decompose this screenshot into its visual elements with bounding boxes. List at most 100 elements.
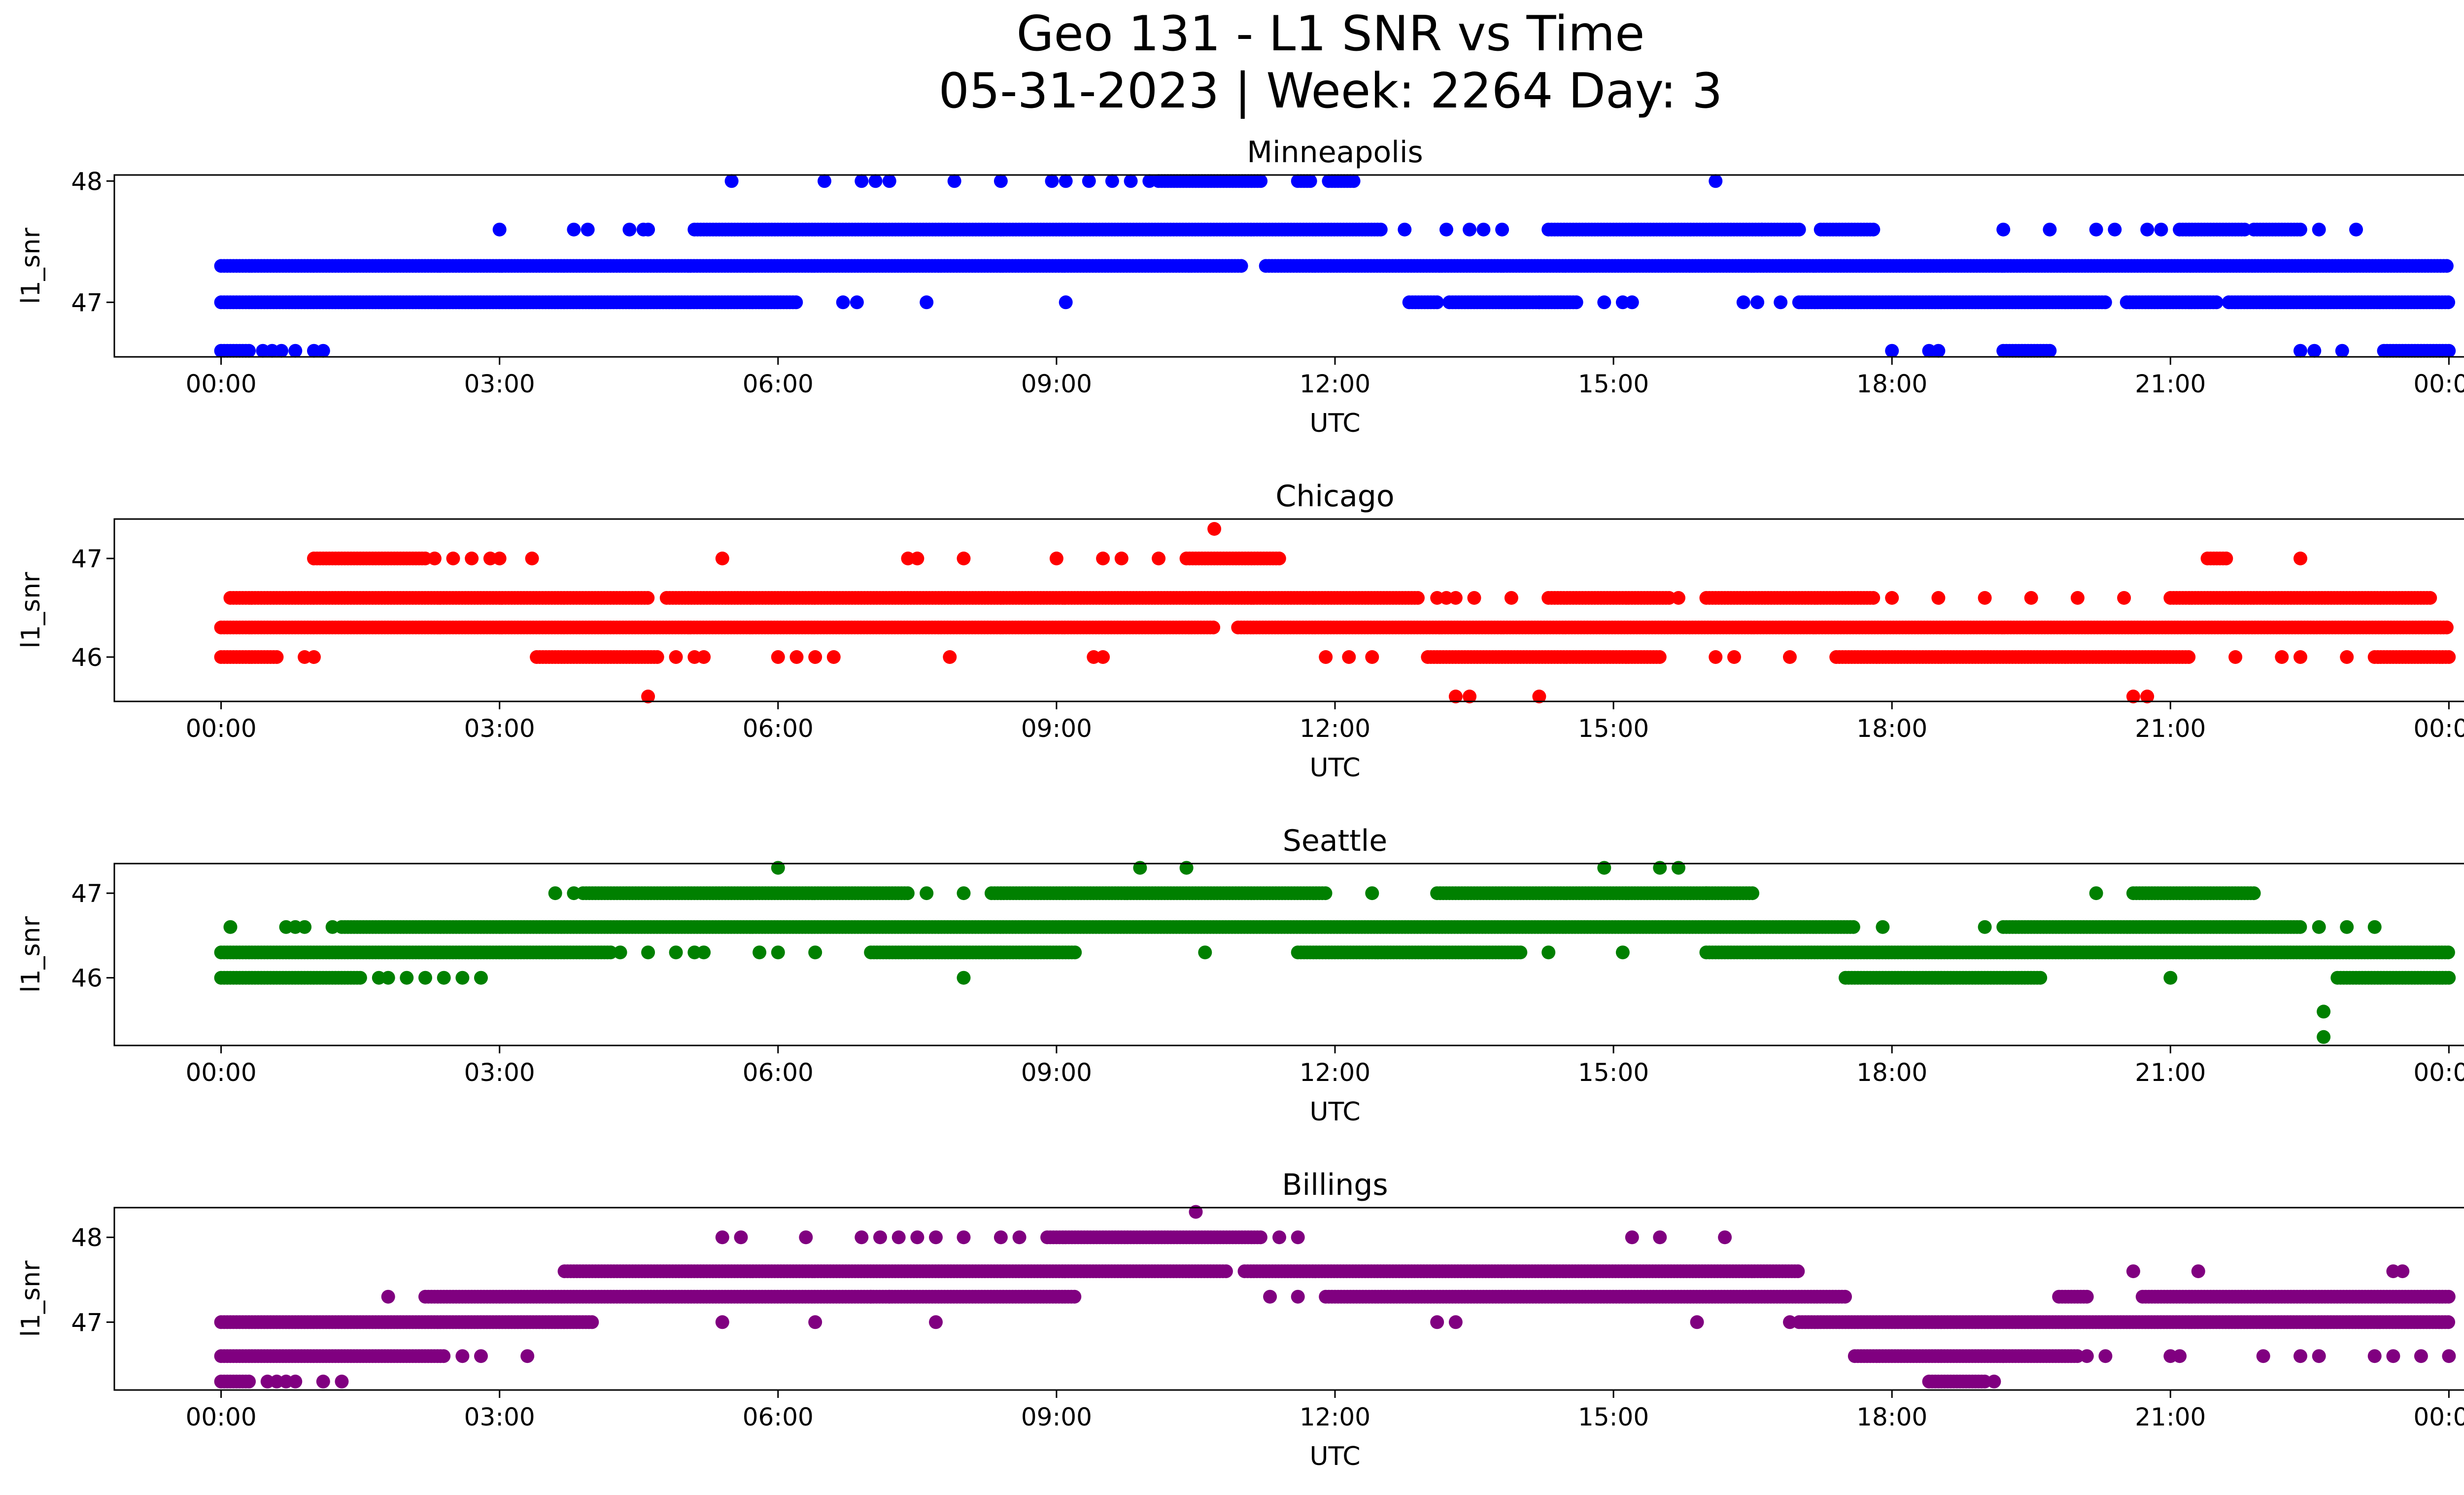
data-point xyxy=(1736,295,1750,310)
data-point xyxy=(1152,552,1166,565)
data-point xyxy=(669,650,683,664)
data-point xyxy=(1207,522,1222,536)
data-point xyxy=(1750,295,1765,310)
scatter-points xyxy=(214,861,2456,1044)
data-point xyxy=(1625,295,1639,310)
data-point xyxy=(1792,222,1806,237)
data-point xyxy=(2275,650,2289,664)
data-point xyxy=(920,295,934,310)
data-point xyxy=(1463,690,1477,703)
data-point xyxy=(641,222,655,237)
x-tick-label: 00:00 xyxy=(186,714,257,743)
data-point xyxy=(943,650,957,664)
data-point xyxy=(1709,650,1723,664)
data-point xyxy=(274,344,289,358)
data-point xyxy=(1365,650,1379,664)
data-point xyxy=(2293,344,2307,358)
data-point xyxy=(2439,621,2454,634)
data-point xyxy=(2441,295,2456,310)
data-point xyxy=(2228,650,2243,664)
data-point xyxy=(242,344,256,358)
data-point xyxy=(1846,920,1860,934)
data-point xyxy=(1059,295,1073,310)
x-tick-label: 00:00 xyxy=(186,370,257,398)
data-point xyxy=(1885,344,1899,358)
y-tick-label: 47 xyxy=(71,288,103,317)
data-point xyxy=(2349,222,2363,237)
data-point xyxy=(1931,591,1946,605)
data-point xyxy=(1504,591,1518,605)
data-point xyxy=(2247,886,2261,901)
data-point xyxy=(1049,552,1063,565)
y-tick-label: 48 xyxy=(71,167,103,196)
data-point xyxy=(855,174,869,188)
data-point xyxy=(2293,222,2307,237)
data-point xyxy=(1476,222,1491,237)
data-point xyxy=(957,552,971,565)
data-point xyxy=(525,552,539,565)
x-tick-label: 12:00 xyxy=(1300,714,1370,743)
data-point xyxy=(1931,344,1946,358)
data-point xyxy=(1068,945,1082,960)
data-point xyxy=(1783,650,1797,664)
data-point xyxy=(1727,650,1741,664)
data-point xyxy=(1303,174,1317,188)
data-point xyxy=(2312,222,2326,237)
data-point xyxy=(1346,174,1361,188)
data-point xyxy=(1124,174,1138,188)
data-point xyxy=(2209,295,2224,310)
data-point xyxy=(288,344,303,358)
data-point xyxy=(947,174,961,188)
data-point xyxy=(446,552,460,565)
data-point xyxy=(1996,222,2011,237)
data-point xyxy=(1045,174,1059,188)
data-point xyxy=(581,222,595,237)
data-point xyxy=(789,295,803,310)
data-point xyxy=(900,886,915,901)
data-point xyxy=(650,650,664,664)
data-point xyxy=(1672,591,1685,605)
x-tick-label: 09:00 xyxy=(1021,370,1092,398)
data-point xyxy=(1234,259,1248,273)
data-point xyxy=(2293,920,2307,934)
data-point xyxy=(1318,886,1333,901)
x-tick-label: 15:00 xyxy=(1578,370,1649,398)
data-point xyxy=(2442,344,2456,358)
data-point xyxy=(492,222,507,237)
data-point xyxy=(2033,971,2048,985)
data-point xyxy=(353,971,367,985)
data-point xyxy=(1114,552,1129,565)
data-point xyxy=(724,174,739,188)
panel-title: Seattle xyxy=(1283,824,1387,858)
x-tick-label: 12:00 xyxy=(1300,370,1370,398)
data-point xyxy=(1105,174,1119,188)
x-tick-label: 18:00 xyxy=(1856,370,1927,398)
y-axis-label: l1_snr xyxy=(16,227,46,304)
scatter-points xyxy=(214,522,2456,703)
data-point xyxy=(622,222,637,237)
data-point xyxy=(993,174,1008,188)
data-point xyxy=(1448,591,1463,605)
data-point xyxy=(2293,650,2307,664)
data-point xyxy=(1430,295,1444,310)
data-point xyxy=(1597,295,1611,310)
data-point xyxy=(808,650,822,664)
x-tick-label: 00:00 xyxy=(2413,714,2464,743)
data-point xyxy=(2423,591,2437,605)
data-point xyxy=(2335,344,2349,358)
x-axis-label: UTC xyxy=(1309,753,1360,783)
data-point xyxy=(1398,222,1412,237)
data-point xyxy=(2219,552,2233,565)
data-point xyxy=(1342,650,1356,664)
data-point xyxy=(1082,174,1096,188)
data-point xyxy=(2043,344,2057,358)
x-tick-label: 09:00 xyxy=(1021,714,1092,743)
data-point xyxy=(2441,945,2455,960)
data-point xyxy=(1866,591,1881,605)
data-point xyxy=(1448,690,1463,703)
data-point xyxy=(1774,295,1788,310)
data-point xyxy=(1978,591,1992,605)
data-point xyxy=(2307,344,2322,358)
